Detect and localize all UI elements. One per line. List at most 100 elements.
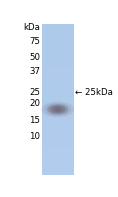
Bar — [42, 78, 74, 79]
Bar — [42, 55, 74, 56]
Bar — [42, 106, 74, 107]
Bar — [42, 51, 74, 52]
Bar — [42, 93, 74, 94]
Bar — [42, 108, 74, 109]
Bar — [42, 79, 74, 80]
Bar — [42, 150, 74, 151]
Bar — [42, 174, 74, 175]
Bar — [42, 114, 74, 115]
Bar — [42, 169, 74, 170]
Bar — [42, 32, 74, 33]
Bar — [42, 165, 74, 166]
Bar — [42, 114, 74, 115]
Bar — [42, 25, 74, 26]
Bar — [42, 135, 74, 136]
Bar — [42, 162, 74, 163]
Text: 25: 25 — [29, 88, 40, 97]
Bar — [42, 66, 74, 67]
Bar — [42, 49, 74, 50]
Bar — [42, 155, 74, 156]
Bar — [42, 157, 74, 158]
Bar — [42, 157, 74, 158]
Bar — [42, 68, 74, 69]
Ellipse shape — [48, 105, 68, 114]
Bar — [42, 23, 74, 24]
Bar — [42, 69, 74, 70]
Bar — [42, 54, 74, 55]
Bar — [42, 65, 74, 66]
Bar — [42, 147, 74, 148]
Bar — [42, 29, 74, 30]
Bar — [42, 95, 74, 96]
Bar — [42, 149, 74, 150]
Bar — [42, 41, 74, 42]
Bar — [42, 84, 74, 85]
Bar — [42, 87, 74, 88]
Bar — [42, 112, 74, 113]
Bar — [42, 27, 74, 28]
Bar — [42, 31, 74, 32]
Bar — [42, 133, 74, 134]
Bar — [42, 63, 74, 64]
Bar — [42, 28, 74, 29]
Bar — [42, 151, 74, 152]
Bar — [42, 115, 74, 116]
Bar — [42, 99, 74, 100]
Bar — [42, 73, 74, 74]
Bar — [42, 107, 74, 108]
Bar — [42, 40, 74, 41]
Bar — [42, 24, 74, 25]
Bar — [42, 97, 74, 98]
Bar — [42, 67, 74, 68]
Ellipse shape — [45, 103, 71, 115]
Bar — [42, 54, 74, 55]
Bar — [42, 26, 74, 27]
Bar — [42, 39, 74, 40]
Text: kDa: kDa — [23, 23, 40, 32]
Bar — [42, 143, 74, 144]
Bar — [42, 72, 74, 73]
Bar — [42, 117, 74, 118]
Text: 50: 50 — [29, 53, 40, 62]
Bar — [42, 101, 74, 102]
Bar — [42, 52, 74, 53]
Bar — [42, 137, 74, 138]
Bar — [42, 35, 74, 36]
Bar — [42, 45, 74, 46]
Bar — [42, 153, 74, 154]
Bar — [42, 58, 74, 59]
Bar — [42, 64, 74, 65]
Bar — [42, 129, 74, 130]
Bar — [42, 139, 74, 140]
Bar — [42, 47, 74, 48]
Ellipse shape — [42, 102, 74, 117]
Bar — [42, 33, 74, 34]
Bar — [42, 123, 74, 124]
Bar — [42, 105, 74, 106]
Bar — [42, 131, 74, 132]
Bar — [42, 148, 74, 149]
Bar — [42, 122, 74, 123]
Bar — [42, 64, 74, 65]
Bar — [42, 147, 74, 148]
Bar — [42, 146, 74, 147]
Bar — [42, 55, 74, 56]
Bar — [42, 127, 74, 128]
Bar — [42, 146, 74, 147]
Bar — [42, 62, 74, 63]
Bar — [42, 164, 74, 165]
Bar — [42, 98, 74, 99]
Bar — [42, 62, 74, 63]
Bar — [42, 94, 74, 95]
Bar — [42, 36, 74, 37]
Bar — [42, 72, 74, 73]
Bar — [42, 24, 74, 25]
Bar — [42, 59, 74, 60]
Ellipse shape — [55, 108, 60, 111]
Text: 75: 75 — [29, 37, 40, 46]
Bar — [42, 74, 74, 75]
Text: 20: 20 — [29, 99, 40, 108]
Bar — [42, 104, 74, 105]
Bar — [42, 112, 74, 113]
Bar — [42, 125, 74, 126]
